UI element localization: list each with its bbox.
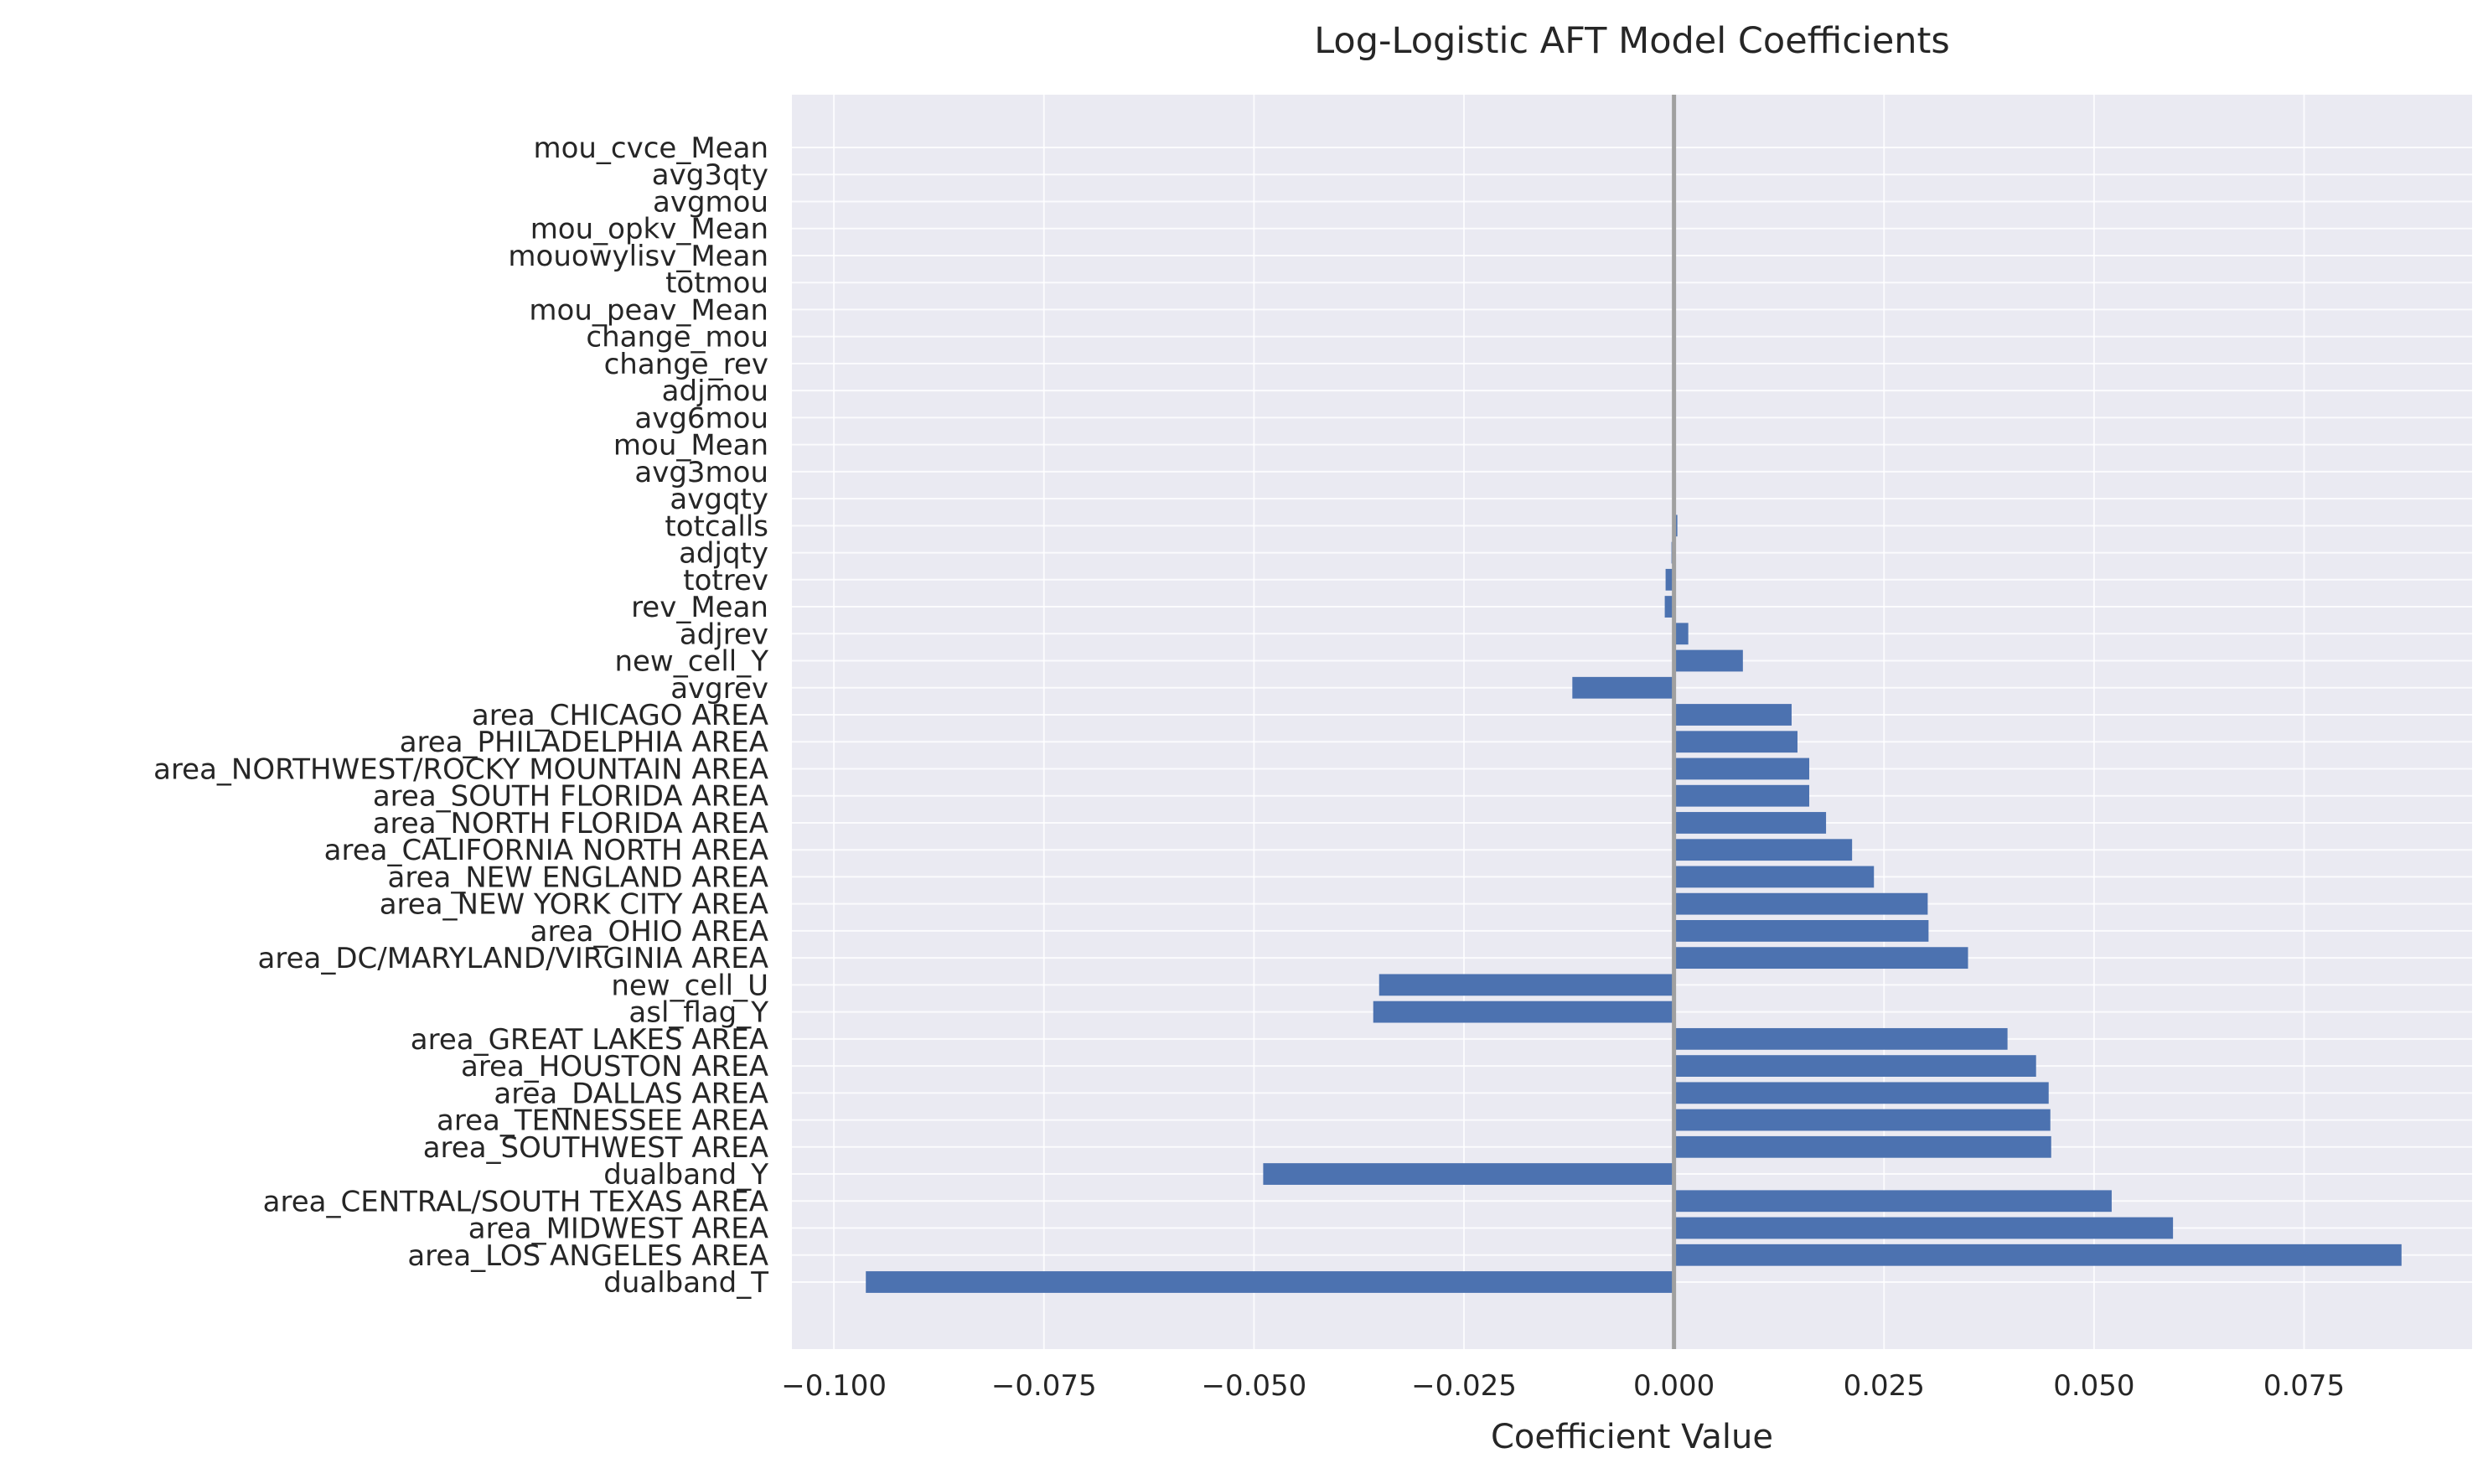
category-label: mou_Mean <box>613 429 768 463</box>
category-label: avg3mou <box>634 456 768 489</box>
category-label: rev_Mean <box>631 591 768 624</box>
chart-title: Log-Logistic AFT Model Coefficients <box>1314 20 1950 62</box>
bar <box>1673 1135 2051 1158</box>
x-tick-label: −0.100 <box>781 1369 887 1403</box>
category-label: area_PHILADELPHIA AREA <box>400 726 768 759</box>
x-tick-labels: −0.100 −0.075 −0.050 −0.025 0.000 0.025 0.050 0… <box>781 1369 2345 1403</box>
category-label: area_HOUSTON AREA <box>461 1050 768 1083</box>
bar <box>1673 947 1968 970</box>
category-label: adjqty <box>679 537 768 571</box>
plot-area <box>792 95 2472 1349</box>
category-label: area_GREAT LAKES AREA <box>411 1023 768 1057</box>
bar <box>1673 920 1929 942</box>
bar <box>1673 1217 2174 1239</box>
category-label: area_NORTHWEST/ROCKY MOUNTAIN AREA <box>153 752 768 786</box>
category-label: area_MIDWEST AREA <box>468 1213 768 1246</box>
bar <box>866 1271 1674 1293</box>
bar <box>1572 676 1674 699</box>
bar <box>1673 1027 2008 1050</box>
x-tick-label: −0.075 <box>991 1369 1097 1403</box>
bar <box>1673 812 1827 834</box>
bar <box>1673 758 1810 780</box>
category-label: avgqty <box>670 483 768 516</box>
category-label: area_SOUTHWEST AREA <box>423 1131 768 1165</box>
bar <box>1373 1001 1674 1023</box>
x-axis-label: Coefficient Value <box>1491 1418 1773 1456</box>
bar <box>1673 892 1928 915</box>
bar <box>1673 866 1875 888</box>
x-tick-label: −0.050 <box>1201 1369 1306 1403</box>
category-label: totrev <box>683 564 768 597</box>
category-label: area_OHIO AREA <box>530 915 768 949</box>
bar <box>1664 596 1674 618</box>
x-tick-label: 0.050 <box>2053 1369 2134 1403</box>
category-label: adjrev <box>680 618 768 651</box>
category-label: mou_peav_Mean <box>529 293 768 327</box>
category-label: avgrev <box>670 672 768 706</box>
bar <box>1673 839 1853 861</box>
category-label: area_NORTH FLORIDA AREA <box>373 807 768 840</box>
bar <box>1665 568 1674 591</box>
category-label: area_DALLAS AREA <box>494 1077 768 1110</box>
bar <box>1673 1244 2402 1266</box>
category-label: adjmou <box>662 375 768 408</box>
category-label: dualband_T <box>603 1266 768 1300</box>
category-label: area_NEW YORK CITY AREA <box>380 888 768 922</box>
category-label: totcalls <box>665 509 768 543</box>
bar <box>1673 1082 2049 1104</box>
category-label: area_NEW ENGLAND AREA <box>388 861 768 894</box>
category-label: avg6mou <box>634 401 768 435</box>
x-tick-label: 0.025 <box>1844 1369 1925 1403</box>
bar <box>1673 1055 2036 1077</box>
category-label: area_CALIFORNIA NORTH AREA <box>324 834 768 867</box>
category-label: change_mou <box>586 321 768 354</box>
category-label: area_SOUTH FLORIDA AREA <box>373 780 768 814</box>
category-label: area_TENNESSEE AREA <box>437 1104 768 1138</box>
bar <box>1673 623 1689 645</box>
category-label: new_cell_Y <box>614 645 768 679</box>
bar <box>1673 1109 2051 1131</box>
category-label: totmou <box>665 266 768 300</box>
category-label: avgmou <box>653 185 768 219</box>
bar <box>1673 731 1797 753</box>
category-label: mou_opkv_Mean <box>530 213 768 246</box>
category-label: new_cell_U <box>611 969 768 1002</box>
category-label: avg3qty <box>652 158 768 192</box>
x-tick-label: −0.025 <box>1411 1369 1517 1403</box>
category-label: area_CENTRAL/SOUTH TEXAS AREA <box>263 1185 768 1218</box>
category-label: area_CHICAGO AREA <box>472 699 768 732</box>
category-label: dualband_Y <box>603 1158 768 1192</box>
bar <box>1673 704 1792 726</box>
category-label: asl_flag_Y <box>628 996 768 1030</box>
bars-layer <box>866 137 2402 1293</box>
x-tick-label: 0.000 <box>1633 1369 1715 1403</box>
category-label: area_LOS ANGELES AREA <box>407 1239 768 1273</box>
category-label: change_rev <box>604 348 768 381</box>
category-label: area_DC/MARYLAND/VIRGINIA AREA <box>258 942 769 975</box>
bar <box>1673 1190 2112 1213</box>
bar <box>1263 1163 1674 1185</box>
category-label: mouowylisv_Mean <box>508 240 768 273</box>
x-tick-label: 0.075 <box>2263 1369 2345 1403</box>
bar <box>1378 974 1674 996</box>
bar <box>1673 649 1743 672</box>
category-label: mou_cvce_Mean <box>533 132 768 165</box>
bar <box>1673 784 1810 807</box>
